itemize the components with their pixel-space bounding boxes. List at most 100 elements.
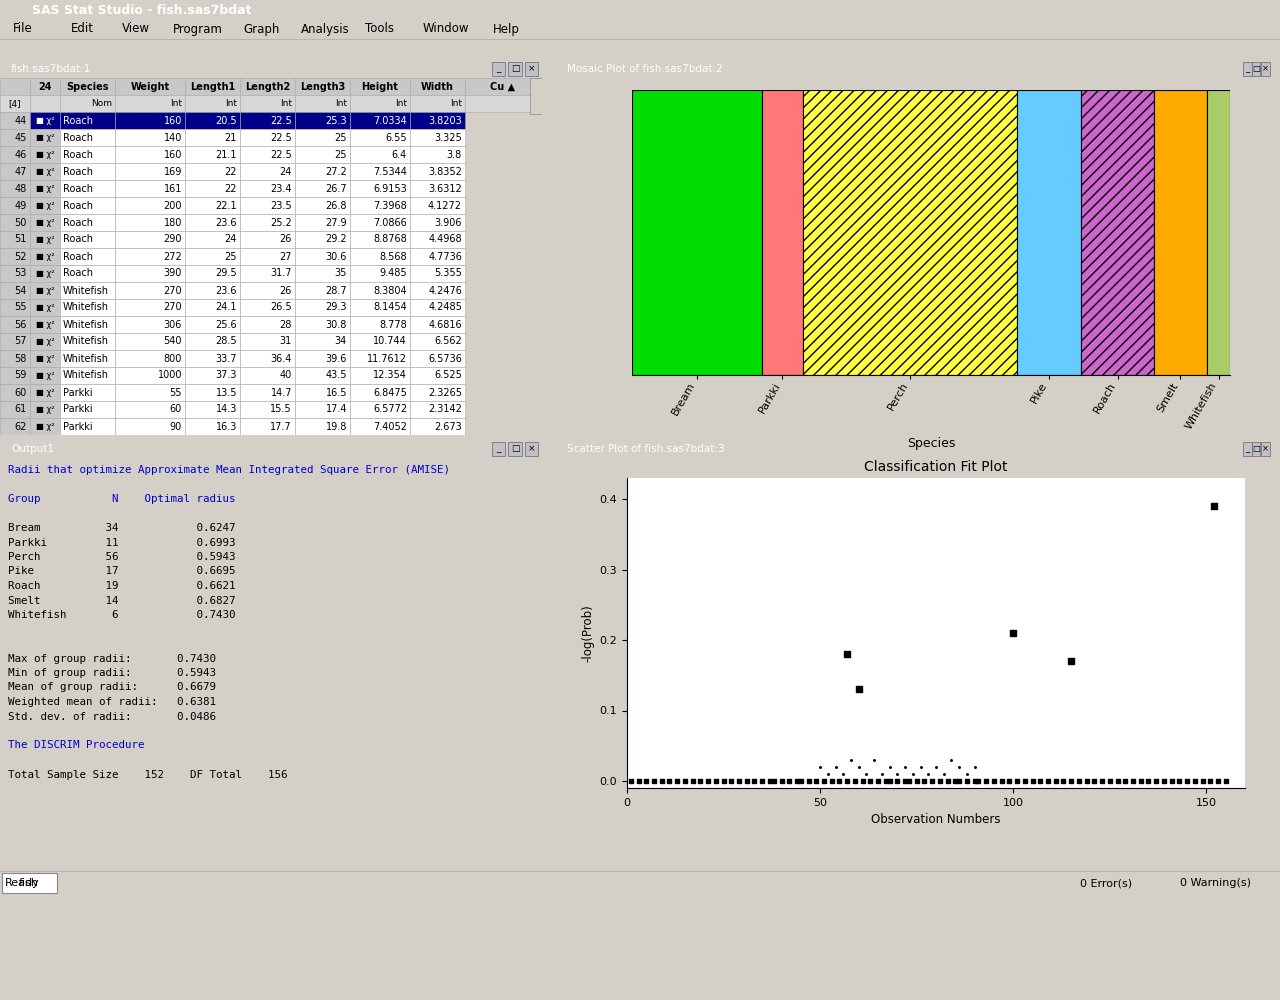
Point (772, 773, 792, 789)
Text: ■ χ²: ■ χ² (36, 422, 54, 431)
Text: 29.3: 29.3 (325, 302, 347, 312)
Text: 6.5772: 6.5772 (372, 404, 407, 414)
Text: 43.5: 43.5 (325, 370, 347, 380)
Text: 4.2476: 4.2476 (428, 286, 462, 296)
Text: ■ χ²: ■ χ² (36, 116, 54, 125)
Text: 61: 61 (15, 404, 27, 414)
Text: 13.5: 13.5 (215, 387, 237, 397)
Point (918, 766, 938, 782)
Bar (1261, 62, 1270, 76)
Bar (241, 452, 294, 469)
Text: 26: 26 (279, 286, 292, 296)
Text: ×: × (527, 64, 535, 74)
Bar (115, 214, 186, 231)
Bar (762, 90, 804, 375)
Bar (410, 333, 465, 350)
Text: ■ χ²: ■ χ² (36, 150, 54, 159)
Text: 33.7: 33.7 (215, 354, 237, 363)
Bar (349, 384, 410, 401)
Bar (241, 333, 294, 350)
Point (849, 681, 869, 697)
Text: Parkki         11            0.6993: Parkki 11 0.6993 (8, 538, 236, 548)
Bar (0, 146, 29, 163)
Bar (508, 62, 521, 76)
Text: _: _ (1245, 444, 1249, 454)
Bar (186, 452, 241, 469)
Bar (294, 452, 349, 469)
Text: 22: 22 (224, 184, 237, 194)
Text: 59: 59 (14, 370, 27, 380)
Point (1115, 773, 1135, 789)
Text: 25.2: 25.2 (270, 218, 292, 228)
Bar (241, 435, 294, 452)
Bar (349, 452, 410, 469)
Bar (3, 873, 58, 893)
Point (744, 773, 764, 789)
Bar (294, 197, 349, 214)
Point (806, 773, 827, 789)
Point (636, 773, 657, 789)
Text: _: _ (497, 64, 500, 74)
Point (780, 773, 800, 789)
Bar (115, 299, 186, 316)
Text: Whitefish       6            0.7430: Whitefish 6 0.7430 (8, 610, 236, 620)
Bar (1252, 442, 1261, 456)
Bar (294, 146, 349, 163)
Text: ■ χ²: ■ χ² (36, 354, 54, 363)
Bar (349, 367, 410, 384)
Point (902, 766, 923, 782)
Text: Parkki: Parkki (63, 387, 92, 397)
Text: 54: 54 (14, 286, 27, 296)
Point (682, 773, 703, 789)
Point (876, 773, 896, 789)
Text: 8.3922: 8.3922 (374, 438, 407, 448)
Point (945, 773, 965, 789)
Text: 200: 200 (164, 201, 182, 211)
Bar (410, 214, 465, 231)
Text: 7.5344: 7.5344 (374, 167, 407, 177)
Text: Length3: Length3 (300, 82, 346, 92)
Text: □: □ (511, 444, 520, 454)
Bar (349, 197, 410, 214)
Bar (186, 265, 241, 282)
Bar (186, 333, 241, 350)
Point (964, 773, 984, 789)
Point (814, 773, 835, 789)
Bar (60, 78, 115, 95)
Text: 17.5: 17.5 (215, 438, 237, 448)
Bar (294, 95, 349, 112)
Point (791, 773, 812, 789)
Text: ■ χ²: ■ χ² (36, 252, 54, 261)
Point (659, 773, 680, 789)
Bar (186, 384, 241, 401)
Point (968, 773, 988, 789)
Bar (0, 418, 29, 435)
Bar (294, 316, 349, 333)
Point (721, 773, 741, 789)
Bar (186, 146, 241, 163)
Text: 51: 51 (14, 234, 27, 244)
Bar (410, 401, 465, 418)
Bar (349, 129, 410, 146)
Text: 24.1: 24.1 (215, 302, 237, 312)
Text: fish: fish (19, 878, 38, 888)
Text: 2.3265: 2.3265 (428, 387, 462, 397)
Bar (410, 435, 465, 452)
Bar (29, 180, 60, 197)
Point (667, 773, 687, 789)
Point (906, 773, 927, 789)
Text: _: _ (1245, 64, 1249, 74)
Point (675, 773, 695, 789)
Text: Max of group radii:       0.7430: Max of group radii: 0.7430 (8, 654, 216, 664)
Bar (115, 112, 186, 129)
Bar (60, 282, 115, 299)
Text: [4]: [4] (9, 99, 22, 108)
Text: Roach: Roach (63, 201, 93, 211)
Text: 150: 150 (164, 456, 182, 466)
Bar (241, 384, 294, 401)
Text: Group           N    Optimal radius: Group N Optimal radius (8, 494, 236, 504)
Point (964, 759, 984, 775)
Text: 31.7: 31.7 (270, 268, 292, 278)
Bar (29, 265, 60, 282)
Point (937, 773, 957, 789)
